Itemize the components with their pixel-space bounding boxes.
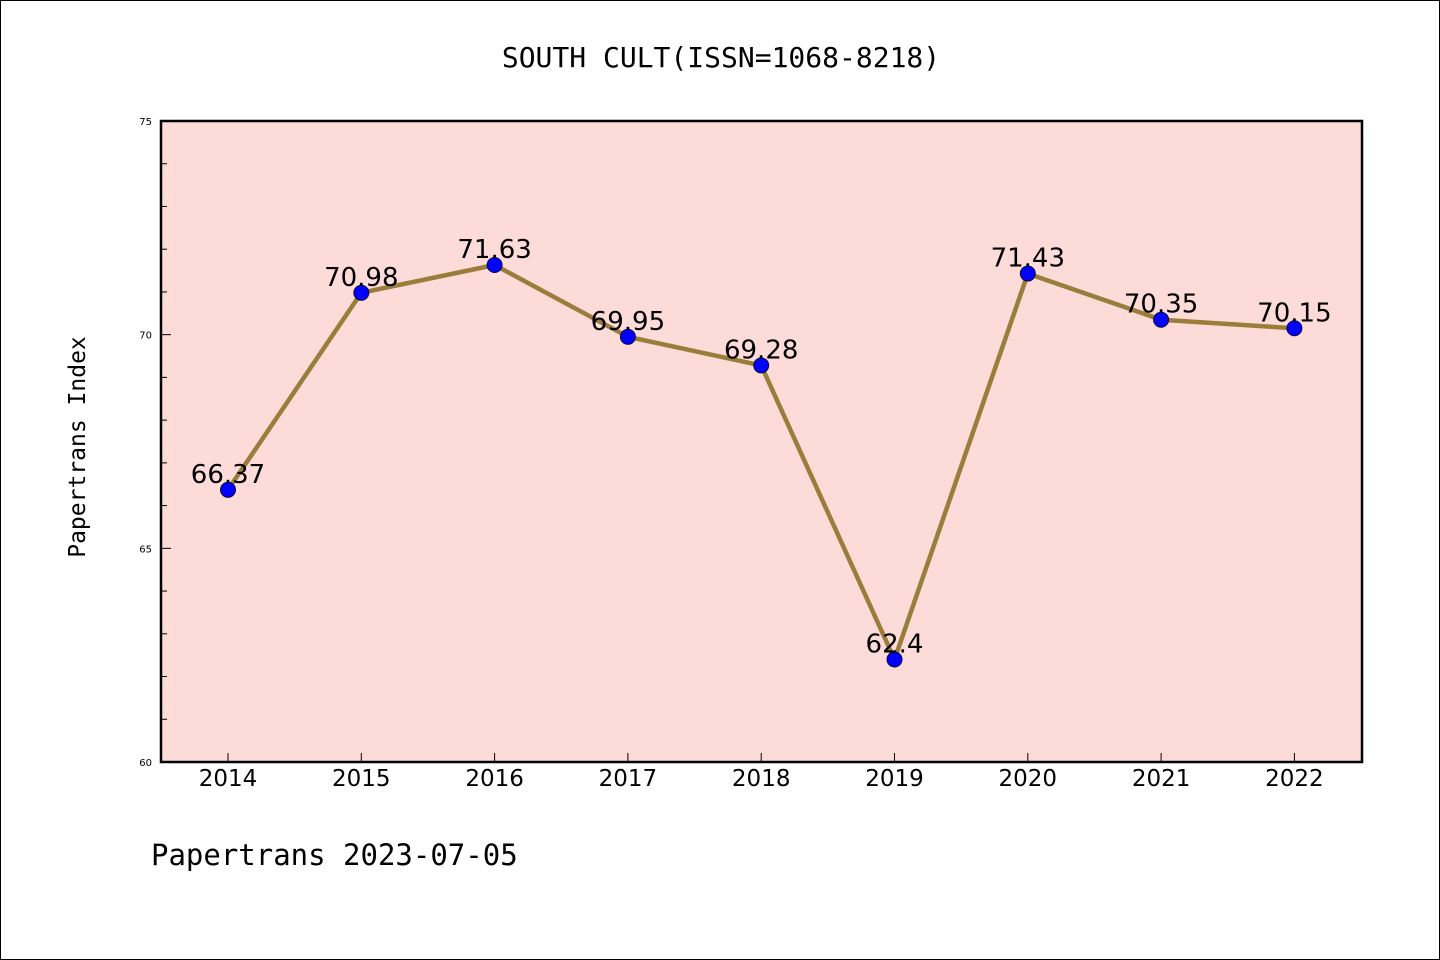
x-tick-label: 2019 [865, 766, 924, 792]
data-label: 69.95 [591, 307, 665, 337]
x-tick-label: 2015 [332, 766, 391, 792]
footer-date: Papertrans 2023-07-05 [151, 838, 518, 872]
x-tick-label: 2020 [999, 766, 1058, 792]
data-label: 70.35 [1124, 290, 1198, 320]
data-point [353, 284, 370, 301]
data-point [619, 328, 636, 345]
y-tick-label: 70 [139, 331, 152, 342]
data-label: 66.37 [191, 460, 265, 490]
data-point [1153, 311, 1170, 328]
y-tick-label: 60 [139, 758, 152, 769]
data-label: 70.98 [324, 263, 398, 293]
x-tick-label: 2016 [465, 766, 524, 792]
data-point [220, 481, 236, 498]
data-label: 71.63 [457, 235, 531, 265]
y-tick-label: 75 [139, 117, 152, 128]
data-point [486, 257, 503, 274]
data-point [886, 651, 903, 668]
data-point [1019, 265, 1036, 282]
series-group: 66.37 70.98 71.63 69.95 69.28 62.4 71.43 70.35 7… [191, 235, 1332, 668]
x-tick-label: 2022 [1265, 766, 1324, 792]
x-tick-label: 2018 [732, 766, 791, 792]
y-axis-label: Papertrans Index [65, 336, 91, 558]
x-tick-label: 2014 [199, 766, 258, 792]
plot-frame [159, 119, 1364, 764]
data-label: 69.28 [724, 335, 798, 365]
plot-area [161, 121, 1362, 762]
data-label: 71.43 [991, 244, 1065, 274]
x-tick-label: 2017 [599, 766, 658, 792]
data-label: 62.4 [866, 629, 924, 659]
y-tick-label: 65 [139, 544, 152, 555]
data-point [753, 357, 770, 374]
x-tick-label: 2021 [1132, 766, 1191, 792]
x-axis: 2014 2015 2016 2017 2018 2019 2020 2021 2022 [199, 753, 1324, 792]
data-label: 70.15 [1257, 298, 1331, 328]
chart-title: SOUTH CULT(ISSN=1068-8218) [502, 41, 940, 74]
data-point [1286, 320, 1303, 337]
